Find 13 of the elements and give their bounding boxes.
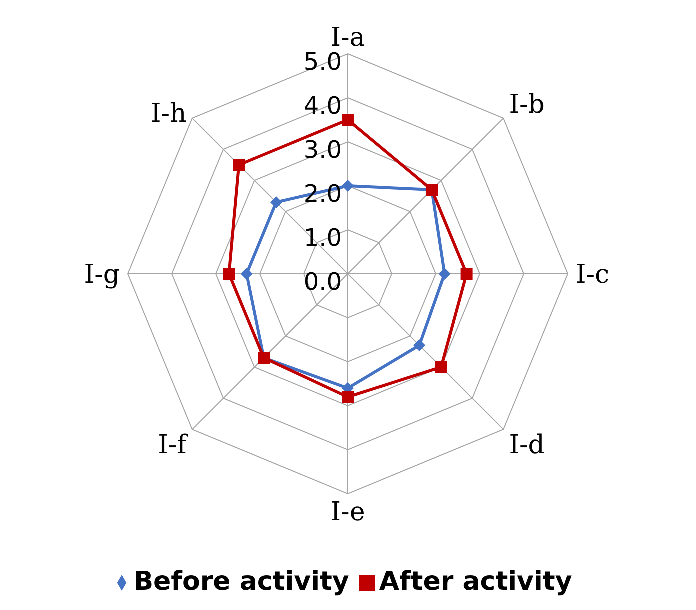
legend-label: After activity xyxy=(379,567,572,597)
spoke-label: Ⅰ-c xyxy=(576,260,610,290)
y-tick-label: 1.0 xyxy=(304,224,342,252)
spoke-label: Ⅰ-g xyxy=(84,260,120,290)
spoke-label: Ⅰ-d xyxy=(509,430,545,461)
y-tick-label: 4.0 xyxy=(304,92,342,120)
spoke-label: Ⅰ-e xyxy=(330,497,366,528)
y-tick-label: 0.0 xyxy=(304,268,342,296)
spoke-label: Ⅰ-b xyxy=(509,90,545,120)
spoke-label: Ⅰ-h xyxy=(150,99,188,130)
y-tick-label: 3.0 xyxy=(304,136,342,164)
spoke-label: Ⅰ-f xyxy=(158,430,190,461)
legend-label: Before activity xyxy=(134,567,350,597)
